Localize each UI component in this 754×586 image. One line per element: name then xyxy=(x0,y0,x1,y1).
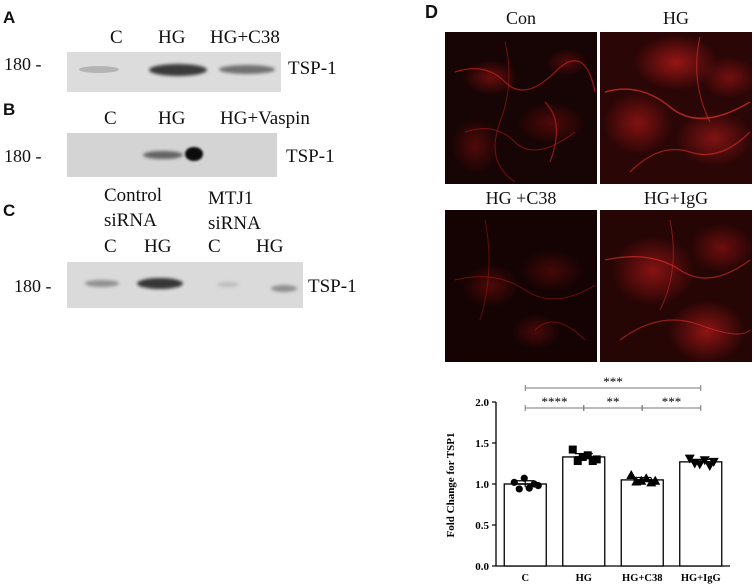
bar xyxy=(562,456,606,567)
panel-a-blot xyxy=(67,52,281,92)
micrograph-hg xyxy=(600,32,752,184)
data-point xyxy=(694,460,705,470)
panel-c-band-2 xyxy=(137,278,183,289)
data-point xyxy=(573,457,582,466)
panel-c-mw-marker: 180 - xyxy=(14,276,52,296)
panel-a-lane-hg: HG xyxy=(158,27,186,48)
panel-a-letter: A xyxy=(3,8,16,27)
data-point xyxy=(650,475,661,485)
panel-c-group1-line2: siRNA xyxy=(104,210,157,231)
micrograph-con xyxy=(445,32,597,184)
panel-b-lane-c: C xyxy=(104,108,117,129)
data-point xyxy=(626,469,637,479)
x-tick-label: C xyxy=(521,573,529,584)
panel-b-lane-hg: HG xyxy=(158,108,186,129)
panel-c-band-1 xyxy=(85,280,119,287)
panel-c-band-4 xyxy=(271,285,297,292)
panel-c-lane-1: C xyxy=(104,236,117,257)
y-axis-label: Fold Change for TSP1 xyxy=(445,432,457,537)
panel-c-letter: C xyxy=(3,201,16,220)
bar xyxy=(503,483,547,567)
data-point xyxy=(684,454,695,464)
panel-a-band-hg xyxy=(149,64,207,76)
bar xyxy=(620,479,664,567)
panel-a-band-hg-c38 xyxy=(219,65,275,74)
data-point xyxy=(568,445,577,454)
y-tick-label: 2.0 xyxy=(475,397,489,409)
significance-label: *** xyxy=(662,394,682,409)
panel-b-lane-hg-vaspin: HG+Vaspin xyxy=(220,108,310,129)
data-point xyxy=(525,484,533,492)
data-point xyxy=(578,452,587,461)
panel-a-protein-label: TSP-1 xyxy=(288,58,337,79)
panel-c-lane-2: HG xyxy=(144,236,172,257)
panel-b-band-hg xyxy=(143,151,183,159)
data-point xyxy=(592,455,601,464)
panel-d-letter: D xyxy=(425,2,438,22)
y-tick-label: 0.0 xyxy=(475,561,489,573)
panel-c-lane-4: HG xyxy=(256,236,284,257)
panel-c-lane-3: C xyxy=(208,236,221,257)
panel-a-band-c xyxy=(79,66,119,73)
x-tick-label: HG+IgG xyxy=(681,573,721,584)
x-tick-label: HG+C38 xyxy=(622,573,662,584)
panel-c-blot xyxy=(67,262,303,308)
data-point xyxy=(510,478,518,486)
panel-b-band-hg-spot xyxy=(185,147,203,161)
panel-a-lane-hg-c38: HG+C38 xyxy=(210,27,280,48)
y-tick-label: 1.5 xyxy=(475,438,489,450)
micrograph-hg-c38 xyxy=(445,210,597,362)
data-point xyxy=(520,474,528,482)
data-point xyxy=(641,473,652,483)
significance-label: ** xyxy=(607,394,620,409)
panel-c-protein-label: TSP-1 xyxy=(308,276,357,297)
panel-c-group2-line2: siRNA xyxy=(208,213,261,234)
significance-label: *** xyxy=(603,374,623,389)
data-point xyxy=(515,485,523,493)
image-title-con: Con xyxy=(505,8,536,28)
data-point xyxy=(636,475,647,485)
panel-c-group2-line1: MTJ1 xyxy=(208,188,254,209)
data-point xyxy=(583,451,592,460)
panel-b-blot xyxy=(67,133,277,177)
panel-a-lane-c: C xyxy=(110,27,123,48)
image-title-hg: HG xyxy=(663,8,689,28)
data-point xyxy=(708,457,719,467)
panel-b-protein-label: TSP-1 xyxy=(286,146,335,167)
data-point xyxy=(699,456,710,466)
panel-c-group1-line1: Control xyxy=(104,185,163,206)
panel-a-mw-marker: 180 - xyxy=(4,54,42,74)
y-tick-label: 0.5 xyxy=(475,520,489,532)
significance-label: **** xyxy=(542,394,568,409)
y-tick-label: 1.0 xyxy=(475,479,489,491)
data-point xyxy=(534,482,542,490)
micrograph-hg-igg xyxy=(600,210,752,362)
data-point xyxy=(704,461,715,471)
panel-b-mw-marker: 180 - xyxy=(4,146,42,166)
panel-c-band-3 xyxy=(217,282,239,287)
panel-b-letter: B xyxy=(3,100,16,119)
x-tick-label: HG xyxy=(576,573,592,584)
tsp1-bar-chart: 0.00.51.01.52.0C HG HG+C38 HG+IgG ******* **… xyxy=(445,374,730,584)
bar xyxy=(679,461,723,567)
image-title-hg-igg: HG+IgG xyxy=(643,188,709,208)
image-title-hg-c38: HG +C38 xyxy=(485,188,557,208)
